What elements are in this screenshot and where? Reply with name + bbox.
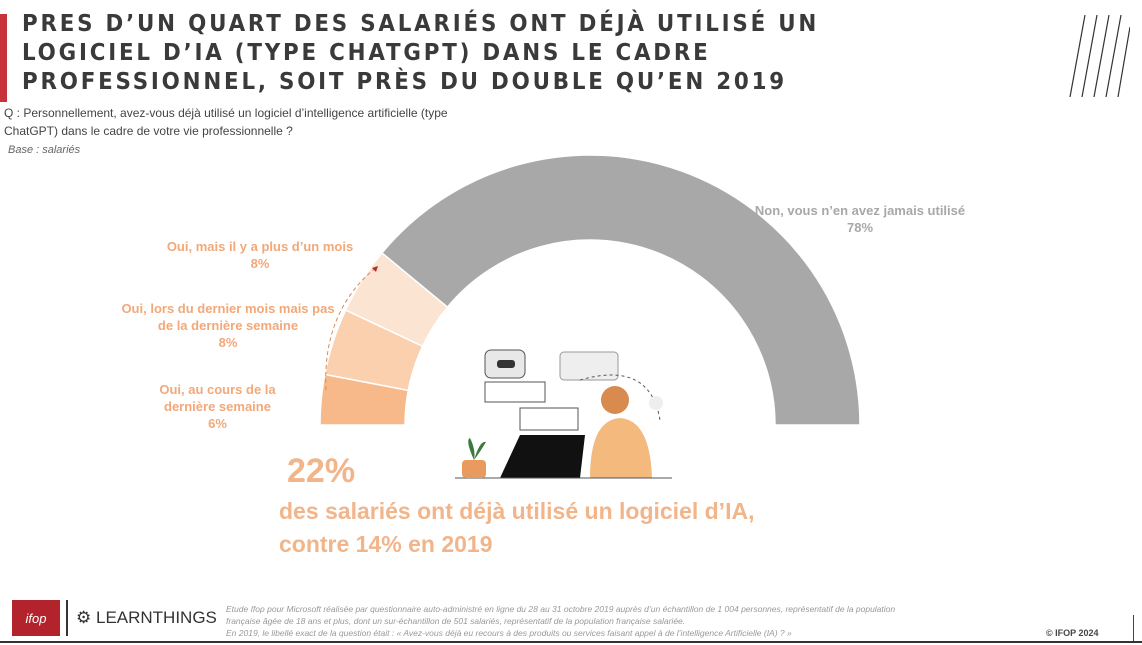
label-plus-mois-text: Oui, mais il y a plus d’un mois bbox=[166, 239, 354, 254]
footnote: Etude Ifop pour Microsoft réalisée par q… bbox=[226, 603, 986, 639]
label-dernier-mois-value: 8% bbox=[218, 335, 238, 350]
highlight-line-1: des salariés ont déjà utilisé un logicie… bbox=[279, 498, 755, 524]
gear-brain-icon: ⚙ bbox=[76, 608, 92, 627]
learnthings-logo: ⚙ LEARNTHINGS bbox=[76, 608, 217, 628]
slide-title: PRES D’UN QUART DES SALARIÉS ONT DÉJÀ UT… bbox=[22, 11, 820, 95]
label-non-value: 78% bbox=[846, 220, 874, 235]
base-text: Base : salariés bbox=[8, 144, 81, 156]
highlight-value: 22% bbox=[287, 452, 356, 490]
label-derniere-semaine-value: 6% bbox=[208, 416, 227, 431]
accent-bar bbox=[0, 14, 7, 102]
arrow-head-icon bbox=[372, 266, 378, 272]
learnthings-logo-text: LEARNTHINGS bbox=[95, 608, 217, 627]
label-derniere-semaine-text: Oui, au cours de la dernière semaine bbox=[159, 382, 276, 414]
label-plus-mois-value: 8% bbox=[250, 256, 270, 271]
label-non: Non, vous n’en avez jamais utilisé 78% bbox=[730, 202, 990, 236]
copyright-bar bbox=[1133, 615, 1134, 641]
question-text: Q : Personnellement, avez-vous déjà util… bbox=[4, 106, 448, 138]
footnote-line-2: française âgée de 18 ans et plus, dont u… bbox=[226, 616, 686, 626]
label-dernier-mois-text: Oui, lors du dernier mois mais pas de la… bbox=[121, 301, 335, 333]
footnote-line-3: En 2019, le libellé exact de la question… bbox=[226, 628, 792, 638]
donut-slice-3 bbox=[380, 154, 861, 426]
label-plus-mois: Oui, mais il y a plus d’un mois 8% bbox=[145, 238, 375, 272]
logo-separator bbox=[66, 600, 68, 636]
label-derniere-semaine: Oui, au cours de la dernière semaine 6% bbox=[150, 381, 285, 432]
label-non-text: Non, vous n’en avez jamais utilisé bbox=[754, 203, 966, 218]
highlight-line-2: contre 14% en 2019 bbox=[279, 531, 493, 557]
highlight-text: des salariés ont déjà utilisé un logicie… bbox=[279, 495, 754, 561]
label-dernier-mois: Oui, lors du dernier mois mais pas de la… bbox=[118, 300, 338, 351]
bracket-arrow bbox=[325, 265, 379, 391]
footnote-line-1: Etude Ifop pour Microsoft réalisée par q… bbox=[226, 604, 896, 614]
ifop-logo: ifop bbox=[12, 600, 60, 636]
copyright: © IFOP 2024 bbox=[1046, 628, 1099, 638]
hatch-decoration bbox=[1069, 15, 1130, 98]
bottom-line bbox=[0, 641, 1142, 643]
illustration-person-laptop bbox=[455, 349, 672, 479]
